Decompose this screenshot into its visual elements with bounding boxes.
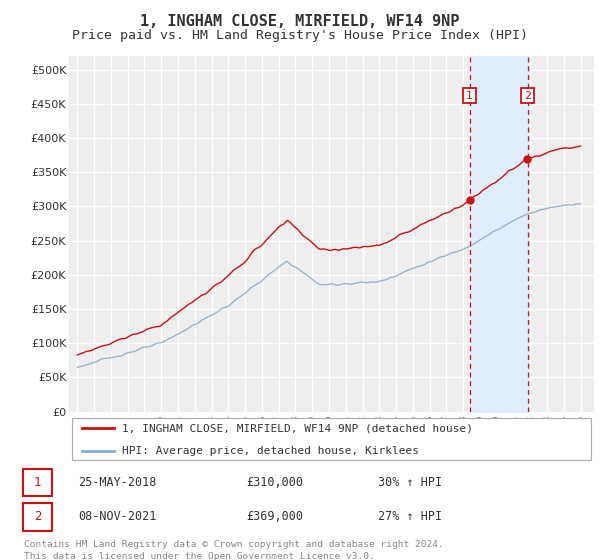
Text: 25-MAY-2018: 25-MAY-2018 xyxy=(78,475,157,489)
Text: 1: 1 xyxy=(466,91,473,101)
Text: 2: 2 xyxy=(34,510,41,524)
Text: 1, INGHAM CLOSE, MIRFIELD, WF14 9NP (detached house): 1, INGHAM CLOSE, MIRFIELD, WF14 9NP (det… xyxy=(121,423,473,433)
FancyBboxPatch shape xyxy=(23,469,52,496)
Text: £310,000: £310,000 xyxy=(246,475,303,489)
Text: £369,000: £369,000 xyxy=(246,510,303,524)
Text: 1, INGHAM CLOSE, MIRFIELD, WF14 9NP: 1, INGHAM CLOSE, MIRFIELD, WF14 9NP xyxy=(140,14,460,29)
FancyBboxPatch shape xyxy=(71,418,592,460)
Text: 08-NOV-2021: 08-NOV-2021 xyxy=(78,510,157,524)
FancyBboxPatch shape xyxy=(23,503,52,530)
Text: 1: 1 xyxy=(34,475,41,489)
Text: 2: 2 xyxy=(524,91,531,101)
Text: Price paid vs. HM Land Registry's House Price Index (HPI): Price paid vs. HM Land Registry's House … xyxy=(72,29,528,42)
Text: 27% ↑ HPI: 27% ↑ HPI xyxy=(378,510,442,524)
Text: HPI: Average price, detached house, Kirklees: HPI: Average price, detached house, Kirk… xyxy=(121,446,419,455)
Text: 30% ↑ HPI: 30% ↑ HPI xyxy=(378,475,442,489)
Text: Contains HM Land Registry data © Crown copyright and database right 2024.
This d: Contains HM Land Registry data © Crown c… xyxy=(24,540,444,560)
